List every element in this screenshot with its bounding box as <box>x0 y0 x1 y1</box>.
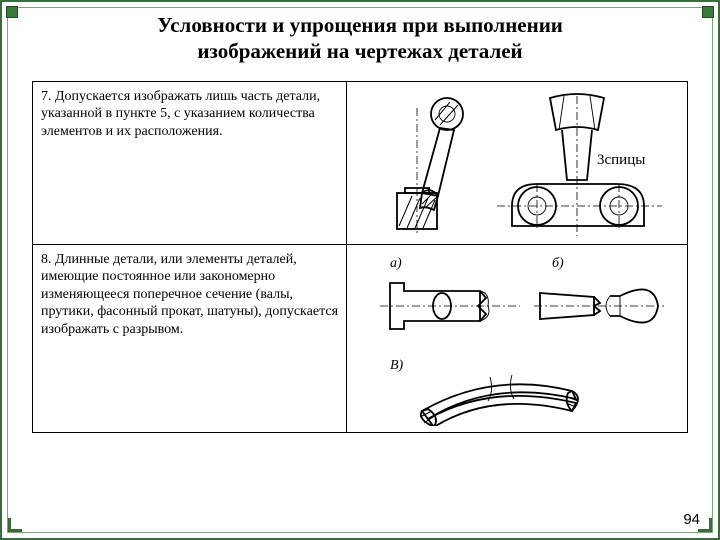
corner-deco-bottom-right <box>698 518 712 532</box>
corner-deco-top-right <box>702 6 714 18</box>
page-number: 94 <box>683 511 700 528</box>
corner-deco-bottom-left <box>8 518 22 532</box>
slide-inner-border <box>7 7 713 533</box>
corner-deco-top-left <box>6 6 18 18</box>
